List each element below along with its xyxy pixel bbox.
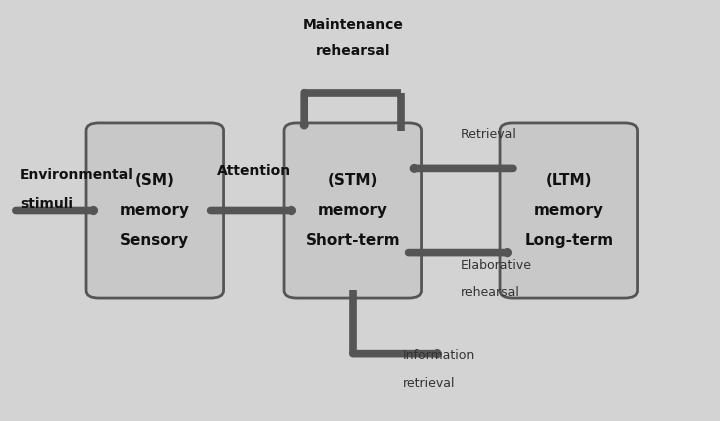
Text: Maintenance: Maintenance <box>302 18 403 32</box>
Text: stimuli: stimuli <box>20 197 73 211</box>
Text: Sensory: Sensory <box>120 233 189 248</box>
Text: Long-term: Long-term <box>524 233 613 248</box>
Text: Information: Information <box>403 349 475 362</box>
Text: (STM): (STM) <box>328 173 378 188</box>
Text: rehearsal: rehearsal <box>315 43 390 58</box>
Text: memory: memory <box>318 203 388 218</box>
Text: memory: memory <box>120 203 190 218</box>
Text: (LTM): (LTM) <box>546 173 592 188</box>
Text: retrieval: retrieval <box>403 377 456 389</box>
Text: (SM): (SM) <box>135 173 175 188</box>
FancyBboxPatch shape <box>86 123 223 298</box>
FancyBboxPatch shape <box>500 123 638 298</box>
Text: Environmental: Environmental <box>20 168 134 182</box>
Text: Attention: Attention <box>217 163 291 178</box>
FancyBboxPatch shape <box>284 123 421 298</box>
Text: Retrieval: Retrieval <box>461 128 517 141</box>
Text: memory: memory <box>534 203 604 218</box>
Text: Elaborative: Elaborative <box>461 259 532 272</box>
Text: Short-term: Short-term <box>305 233 400 248</box>
Text: rehearsal: rehearsal <box>461 286 520 299</box>
